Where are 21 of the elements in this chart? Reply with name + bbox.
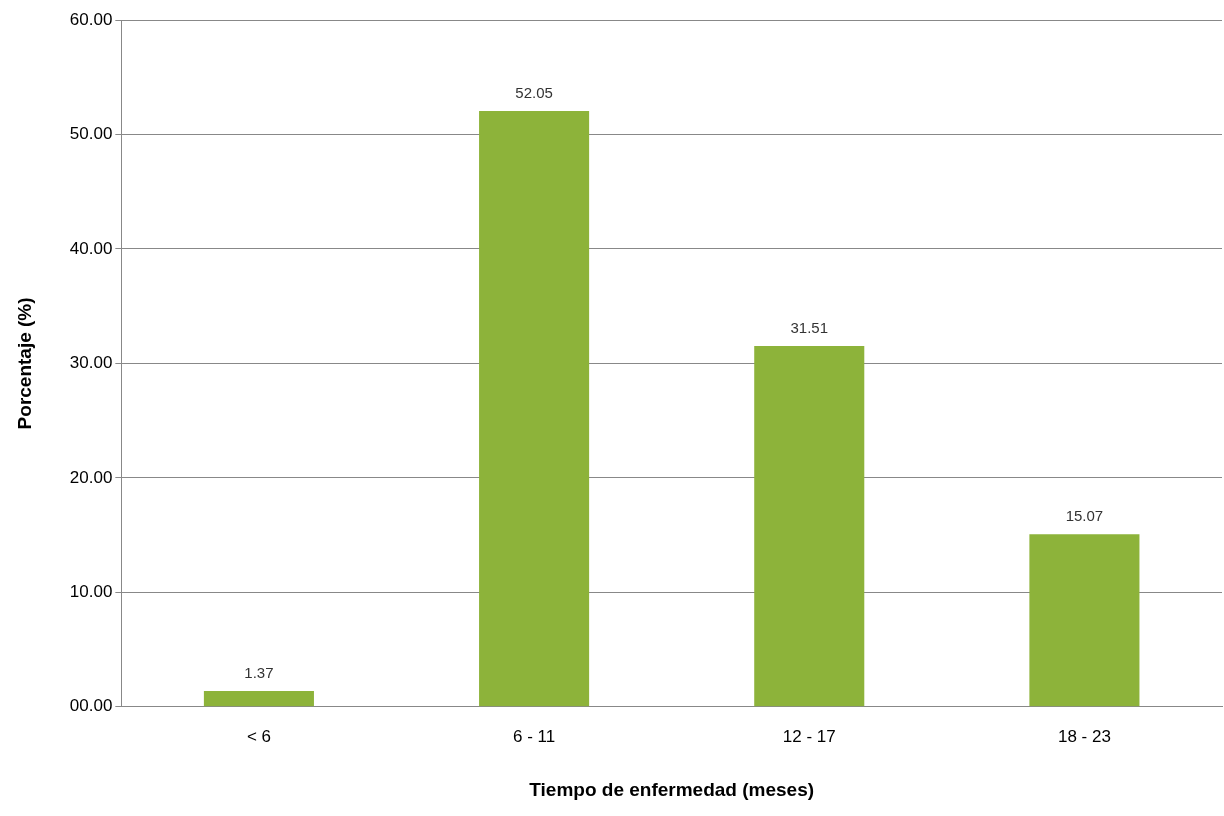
bar <box>1029 534 1140 707</box>
y-tick-label: 60.00 <box>69 9 113 29</box>
y-tick-label: 50.00 <box>69 124 113 144</box>
bar <box>479 111 590 707</box>
x-tick-label: < 6 <box>246 726 271 746</box>
data-label: 1.37 <box>244 663 274 681</box>
x-tick-label: 6 - 11 <box>512 726 556 746</box>
bar <box>203 691 314 707</box>
y-tick-label: 40.00 <box>69 238 113 258</box>
y-tick-label: 00.00 <box>69 696 113 716</box>
x-tick-label: 18 - 23 <box>1057 726 1111 746</box>
bar <box>754 346 865 707</box>
y-tick-label: 30.00 <box>69 353 113 373</box>
data-label: 15.07 <box>1065 506 1104 524</box>
y-axis-title: Porcentaje (%) <box>13 297 35 430</box>
y-tick-label: 20.00 <box>69 467 113 487</box>
data-label: 31.51 <box>790 318 829 336</box>
x-axis-title: Tiempo de enfermedad (meses) <box>529 778 815 800</box>
data-label: 52.05 <box>515 83 553 101</box>
y-tick-label: 10.00 <box>69 582 113 602</box>
x-tick-label: 12 - 17 <box>782 726 836 746</box>
